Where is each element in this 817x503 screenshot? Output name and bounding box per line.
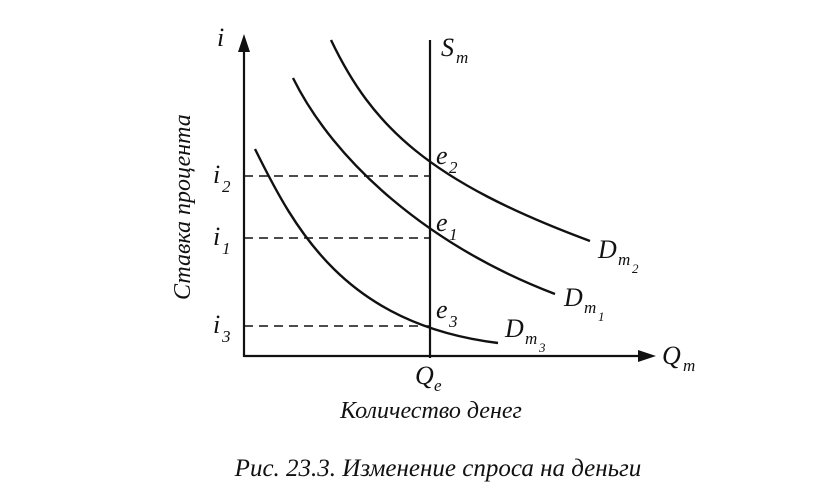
y-axis-symbol: i [217, 23, 224, 52]
svg-text:i: i [213, 310, 220, 339]
svg-text:m: m [618, 250, 630, 269]
svg-text:1: 1 [598, 309, 605, 324]
svg-text:m: m [584, 298, 596, 317]
point-label-e2: e 2 [436, 141, 458, 177]
x-axis-symbol: Q m [662, 341, 695, 375]
x-axis-title: Количество денег [339, 398, 522, 424]
curve-label-dm1: D m 1 [563, 283, 605, 324]
svg-text:m: m [683, 356, 695, 375]
svg-text:i: i [213, 222, 220, 251]
svg-text:D: D [563, 283, 583, 312]
svg-text:e: e [436, 141, 448, 170]
y-axis-arrowhead [238, 34, 250, 52]
point-label-e1: e 1 [436, 208, 458, 244]
svg-text:2: 2 [449, 158, 458, 177]
svg-text:D: D [597, 235, 617, 264]
figure-caption: Рис. 23.3. Изменение спроса на деньги [234, 455, 642, 482]
svg-text:e: e [434, 376, 442, 395]
svg-text:3: 3 [221, 327, 231, 346]
rate-label-i3: i 3 [213, 310, 231, 346]
svg-text:m: m [525, 329, 537, 348]
svg-text:3: 3 [538, 340, 546, 355]
demand-curve-dm3 [253, 148, 499, 345]
x-axis-arrowhead [638, 350, 656, 362]
rate-label-i2: i 2 [213, 160, 231, 196]
svg-text:S: S [441, 33, 454, 62]
svg-text:1: 1 [449, 225, 458, 244]
svg-text:m: m [456, 48, 468, 67]
equilibrium-quantity-label: Q e [415, 361, 442, 395]
svg-text:e: e [436, 295, 448, 324]
rate-label-i1: i 1 [213, 222, 231, 258]
svg-text:D: D [504, 314, 524, 343]
svg-text:Q: Q [415, 361, 434, 390]
point-label-e3: e 3 [436, 295, 458, 331]
demand-curve-dm1 [291, 77, 556, 296]
svg-text:Q: Q [662, 341, 681, 370]
y-axis-title: Ставка процента [170, 114, 196, 300]
svg-text:1: 1 [222, 239, 231, 258]
demand-curve-dm2 [329, 39, 591, 243]
curve-label-dm3: D m 3 [504, 314, 546, 355]
svg-text:3: 3 [448, 312, 458, 331]
svg-text:i: i [213, 160, 220, 189]
svg-text:2: 2 [222, 177, 231, 196]
supply-label: S m [441, 33, 468, 67]
curve-label-dm2: D m 2 [597, 235, 639, 276]
svg-text:2: 2 [632, 261, 639, 276]
svg-text:e: e [436, 208, 448, 237]
